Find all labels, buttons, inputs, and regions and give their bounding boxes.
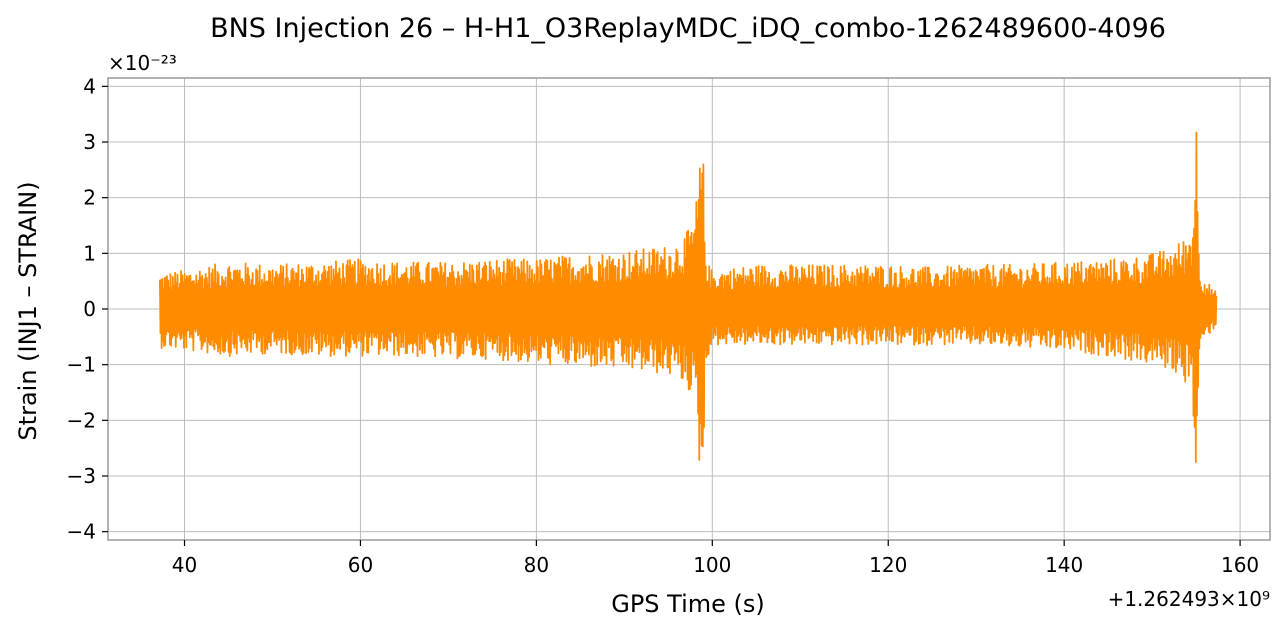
x-tick-label: 60 xyxy=(348,553,373,577)
x-offset-label: +1.262493×10⁹ xyxy=(1108,587,1270,611)
y-axis-label: Strain (INJ1 – STRAIN) xyxy=(14,181,42,440)
y-tick-label: −2 xyxy=(67,408,96,432)
x-tick-label: 100 xyxy=(693,553,731,577)
x-tick-label: 140 xyxy=(1045,553,1083,577)
y-tick-label: 3 xyxy=(83,130,96,154)
y-tick-label: −1 xyxy=(67,353,96,377)
y-scale-label: ×10⁻²³ xyxy=(108,51,177,75)
x-tick-label: 160 xyxy=(1221,553,1259,577)
x-axis-label: GPS Time (s) xyxy=(611,590,765,618)
y-tick-label: 0 xyxy=(83,297,96,321)
y-tick-label: 2 xyxy=(83,186,96,210)
y-tick-label: −3 xyxy=(67,464,96,488)
y-tick-label: −4 xyxy=(67,520,96,544)
x-tick-label: 120 xyxy=(869,553,907,577)
strain-line xyxy=(159,131,1218,464)
y-tick-label: 1 xyxy=(83,241,96,265)
x-tick-label: 40 xyxy=(172,553,197,577)
x-axis-ticks: 40 60 80 100 120 140 160 xyxy=(172,540,1259,577)
chart-title: BNS Injection 26 – H-H1_O3ReplayMDC_iDQ_… xyxy=(210,13,1166,44)
y-tick-label: 4 xyxy=(83,74,96,98)
series-strain xyxy=(159,131,1218,464)
y-axis-ticks: −4 −3 −2 −1 0 1 2 3 4 xyxy=(67,74,108,544)
x-tick-label: 80 xyxy=(524,553,549,577)
